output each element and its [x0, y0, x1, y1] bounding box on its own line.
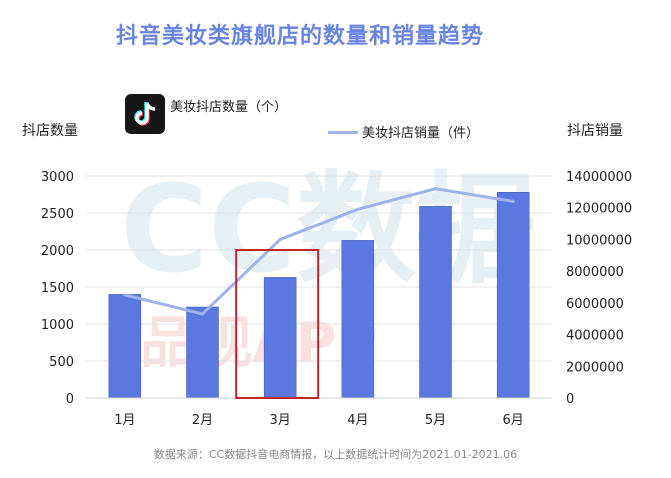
y-right-tick-label: 10000000	[566, 233, 632, 248]
highlight-box	[235, 249, 320, 399]
bar	[263, 277, 297, 399]
bar	[341, 240, 375, 399]
y-right-tick-label: 4000000	[566, 329, 624, 344]
line-point	[123, 293, 127, 297]
line-point	[356, 207, 360, 211]
line-point	[201, 312, 204, 316]
x-tick-label: 1月	[114, 413, 135, 428]
left-axis-title: 抖店数量	[22, 123, 78, 139]
x-tick-label: 4月	[347, 413, 368, 428]
x-tick-label: 5月	[425, 413, 446, 428]
y-right-tick-label: 8000000	[566, 265, 624, 280]
y-right-tick-label: 12000000	[566, 202, 632, 217]
source-note: 数据来源：CC数据抖音电商情报，以上数据统计时间为2021.01-2021.06	[153, 448, 518, 461]
legend-label-line: 美妆抖店销量（件）	[362, 126, 480, 141]
bar	[108, 294, 142, 399]
x-tick-label: 3月	[270, 413, 291, 428]
y-right-tick-label: 0	[566, 392, 574, 407]
x-tick-label: 6月	[503, 413, 524, 428]
y-left-tick-label: 2500	[41, 207, 74, 222]
y-left-tick-label: 1500	[41, 281, 74, 296]
line-point	[278, 237, 282, 241]
x-tick-label: 2月	[192, 413, 213, 428]
y-right-tick-label: 14000000	[566, 170, 632, 185]
line-point	[511, 199, 515, 203]
y-left-tick-label: 0	[66, 392, 74, 407]
legend-line-swatch	[328, 131, 358, 134]
y-left-tick-label: 2000	[41, 244, 74, 259]
y-right-tick-label: 6000000	[566, 297, 624, 312]
right-axis-title: 抖店销量	[567, 123, 623, 139]
y-right-tick-label: 2000000	[566, 360, 624, 375]
y-left-tick-label: 1000	[41, 318, 74, 333]
line-series	[124, 187, 514, 316]
chart-title: 抖音美妆类旗舰店的数量和销量趋势	[115, 24, 484, 49]
y-left-tick-label: 3000	[41, 170, 74, 185]
bar	[186, 306, 219, 399]
y-left-tick-label: 500	[49, 355, 74, 370]
legend-label-bar: 美妆抖店数量（个）	[170, 100, 288, 115]
bar	[496, 192, 530, 399]
tiktok-logo-icon	[125, 94, 165, 134]
bar	[419, 206, 452, 399]
line-point	[434, 187, 437, 191]
